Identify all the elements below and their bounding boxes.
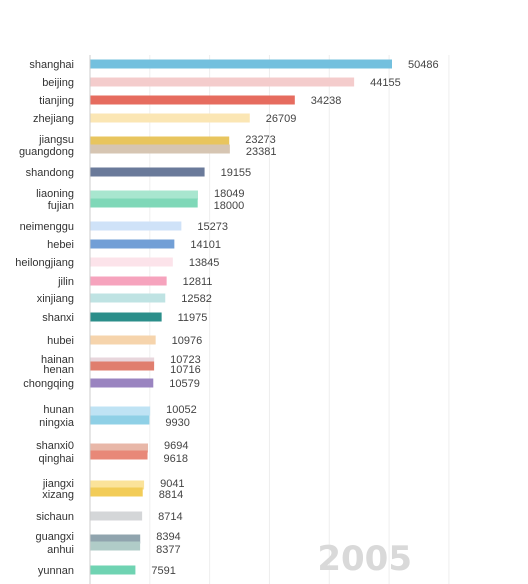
category-label-fujian: fujian [48,200,74,212]
category-label-chongqing: chongqing [23,378,74,390]
bar-liaoning [90,190,198,200]
value-label-shanxi: 11975 [178,312,208,324]
bar-henan [90,361,155,371]
bar-yunnan [90,565,136,575]
category-label-hubei: hubei [47,335,74,347]
category-label-neimenggu: neimenggu [20,221,74,233]
value-label-chongqing: 10579 [169,378,200,390]
category-label-hunan: hunan [43,404,74,416]
category-label-liaoning: liaoning [36,188,74,200]
category-label-qinghai: qinghai [39,453,74,465]
value-label-qinghai: 9618 [164,453,188,465]
bar-beijing [90,77,355,87]
category-label-shanxi: shanxi [42,312,74,324]
bar-heilongjiang [90,257,173,267]
category-label-sichaun: sichaun [36,511,74,523]
bar-neimenggu [90,221,182,231]
bar-qinghai [90,450,148,460]
bar-hunan [90,406,151,416]
category-label-xinjiang: xinjiang [37,293,74,305]
value-label-liaoning: 18049 [214,188,245,200]
category-label-shandong: shandong [26,167,74,179]
value-label-xizang: 8814 [159,489,183,501]
bar-hebei [90,239,175,249]
value-label-sichaun: 8714 [158,511,182,523]
value-label-jiangsu: 23273 [245,134,276,146]
value-label-zhejiang: 26709 [266,113,297,125]
value-label-anhui: 8377 [156,544,180,556]
bar-shanxi [90,312,162,322]
bar-jiangsu [90,136,230,146]
value-label-hubei: 10976 [172,335,203,347]
bar-zhejiang [90,113,250,123]
category-label-guangdong: guangdong [19,146,74,158]
category-label-heilongjiang: heilongjiang [15,257,74,269]
category-label-anhui: anhui [47,544,74,556]
category-label-beijing: beijing [42,77,74,89]
value-label-beijing: 44155 [370,77,401,89]
bar-shanxi0 [90,443,148,453]
category-label-hainan: hainan [41,354,74,366]
bar-sichaun [90,511,143,521]
value-label-tianjing: 34238 [311,95,342,107]
value-label-xinjiang: 12582 [181,293,212,305]
value-label-guangdong: 23381 [246,146,277,158]
bar-guangdong [90,144,230,154]
bar-jilin [90,276,167,286]
value-label-henan: 10716 [170,364,201,376]
value-label-jilin: 12811 [183,276,213,288]
bar-fujian [90,198,198,208]
category-labels: shanghaibeijingtianjingzhejiangjiangsugu… [15,59,75,577]
value-label-shanghai: 50486 [408,59,439,71]
category-label-ningxia: ningxia [39,417,75,429]
value-label-heilongjiang: 13845 [189,257,220,269]
category-label-yunnan: yunnan [38,565,74,577]
bar-guangxi [90,534,141,544]
category-label-jiangxi: jiangxi [42,478,74,490]
value-label-yunnan: 7591 [151,565,175,577]
bar-shandong [90,167,205,177]
value-label-shanxi0: 9694 [164,440,188,452]
value-label-ningxia: 9930 [165,417,189,429]
category-label-jilin: jilin [57,276,74,288]
value-label-hebei: 14101 [190,239,221,251]
category-label-shanghai: shanghai [29,59,74,71]
year-label: 2005 [317,539,412,579]
bar-xinjiang [90,293,166,303]
category-label-jiangsu: jiangsu [38,134,74,146]
value-label-hainan: 10723 [170,354,201,366]
category-label-xizang: xizang [42,489,74,501]
bar-anhui [90,541,141,551]
value-label-fujian: 18000 [214,200,245,212]
category-label-guangxi: guangxi [35,531,74,543]
bar-hubei [90,335,156,345]
category-label-shanxi0: shanxi0 [36,440,74,452]
value-label-shandong: 19155 [221,167,252,179]
bar-series [90,59,392,575]
category-label-zhejiang: zhejiang [33,113,74,125]
category-label-hebei: hebei [47,239,74,251]
bar-tianjing [90,95,295,105]
value-label-neimenggu: 15273 [197,221,228,233]
value-label-guangxi: 8394 [156,531,180,543]
value-label-hunan: 10052 [166,404,197,416]
bar-jiangxi [90,480,145,490]
bar-ningxia [90,415,150,425]
value-label-jiangxi: 9041 [160,478,184,490]
category-label-henan: henan [43,364,74,376]
bar-shanghai [90,59,392,69]
bar-xizang [90,487,143,497]
bar-chongqing [90,378,154,388]
category-label-tianjing: tianjing [39,95,74,107]
